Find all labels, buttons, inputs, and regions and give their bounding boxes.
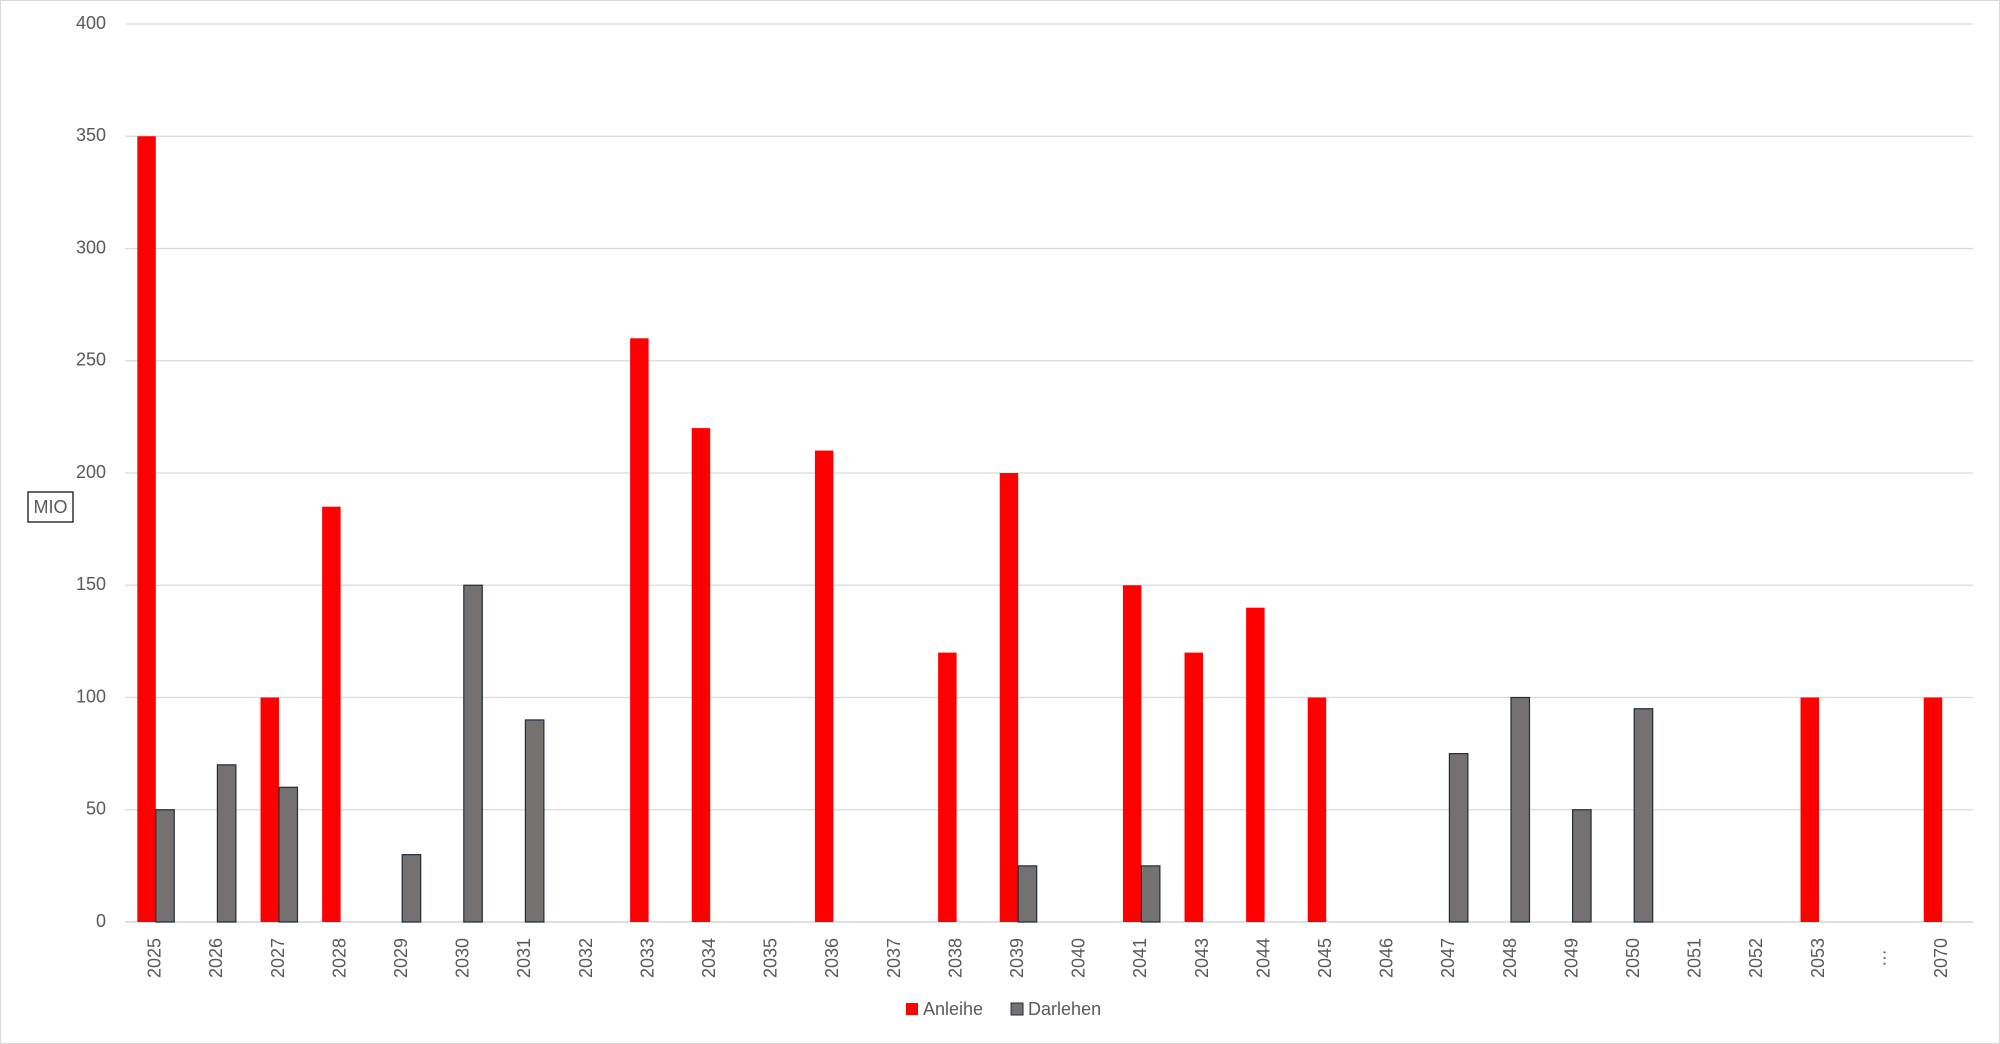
y-tick-label: 250 [76,350,106,370]
bar [1633,708,1654,923]
x-tick-label: 2038 [945,938,965,978]
y-axis-title-box [27,491,74,523]
x-tick-label: 2070 [1931,938,1951,978]
bar [630,338,649,922]
x-tick-label: 2046 [1377,938,1397,978]
x-tick-label: 2050 [1623,938,1643,978]
x-tick-label: 2047 [1438,938,1458,978]
bar [401,854,422,923]
y-tick-label: 100 [76,686,106,706]
x-tick-label: 2035 [761,938,781,978]
x-tick-label: 2048 [1500,938,1520,978]
x-tick-label: 2036 [822,938,842,978]
bar [260,697,279,922]
bar [155,809,175,923]
x-tick-label: … [1869,949,1889,967]
x-tick-label: 2032 [576,938,596,978]
bar [524,719,545,923]
x-tick-label: 2039 [1007,938,1027,978]
bar [1510,696,1531,923]
x-tick-label: 2051 [1685,938,1705,978]
x-tick-label: 2026 [206,938,226,978]
x-tick-label: 2044 [1253,938,1273,978]
bar [1122,585,1142,922]
bar [463,584,483,923]
x-tick-label: 2049 [1561,938,1581,978]
bar [322,506,341,922]
x-tick-label: 2030 [453,938,473,978]
y-tick-label: 200 [76,462,106,482]
x-tick-label: 2037 [884,938,904,978]
bar [1307,697,1327,922]
x-tick-label: 2033 [637,938,657,978]
x-tick-label: 2031 [514,938,534,978]
bar [1448,753,1469,923]
y-tick-label: 150 [76,574,106,594]
x-tick-label: 2034 [699,938,719,978]
y-axis-title: MIO [34,497,68,517]
bar [216,764,237,923]
legend-swatch [906,1003,918,1015]
x-tick-label: 2041 [1130,938,1150,978]
x-tick-label: 2043 [1192,938,1212,978]
bar [137,136,156,922]
bar [1923,697,1943,922]
x-tick-label: 2027 [268,938,288,978]
bar [691,428,711,922]
x-tick-label: 2040 [1069,938,1089,978]
x-tick-label: 2025 [145,938,165,978]
legend-label: Anleihe [923,999,983,1019]
y-tick-label: 350 [76,125,106,145]
bar [1017,865,1038,923]
bar [1800,697,1819,922]
x-tick-label: 2053 [1808,938,1828,978]
y-tick-label: 0 [96,911,106,931]
y-tick-label: 300 [76,237,106,257]
x-tick-label: 2052 [1746,938,1766,978]
y-tick-label: 400 [76,13,106,33]
x-tick-label: 2029 [391,938,411,978]
x-tick-label: 2045 [1315,938,1335,978]
bar [1246,607,1265,922]
x-tick-label: 2028 [329,938,349,978]
legend-swatch [1010,1002,1024,1016]
y-tick-label: 50 [86,799,106,819]
bar [1571,809,1592,923]
bar [814,450,834,922]
bar [1140,865,1161,923]
bar [938,652,957,922]
legend-label: Darlehen [1028,999,1101,1019]
bar [278,786,299,923]
bar [999,473,1019,922]
bar [1184,652,1203,922]
